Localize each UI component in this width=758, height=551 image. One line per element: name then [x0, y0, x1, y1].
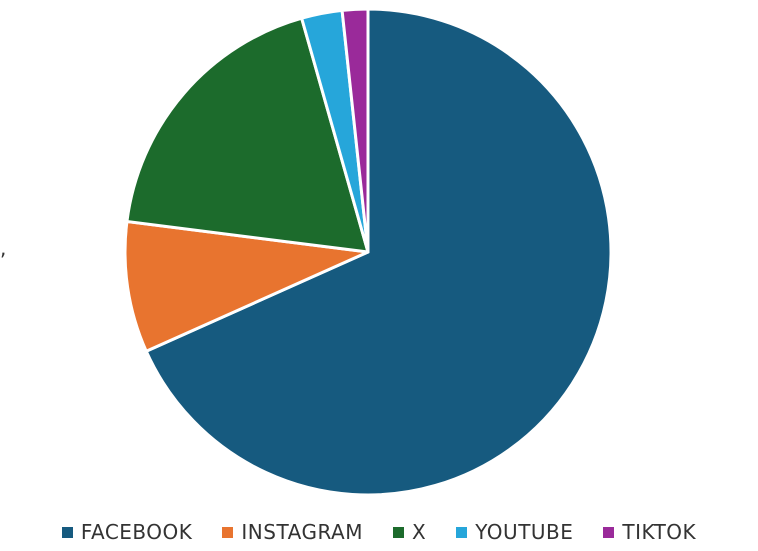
legend-swatch — [222, 526, 234, 538]
legend-swatch — [61, 526, 73, 538]
legend-item-x: X — [392, 520, 427, 544]
legend-swatch — [456, 526, 468, 538]
pie-chart — [123, 7, 613, 497]
legend-swatch — [392, 526, 404, 538]
legend-item-facebook: FACEBOOK — [61, 520, 193, 544]
legend-label: X — [411, 520, 427, 544]
pie-slice-facebook — [144, 7, 613, 497]
legend-item-tiktok: TIKTOK — [603, 520, 696, 544]
legend-item-instagram: INSTAGRAM — [222, 520, 363, 544]
legend-item-youtube: YOUTUBE — [456, 520, 573, 544]
stray-mark: , — [0, 236, 7, 260]
legend: FACEBOOK INSTAGRAM X YOUTUBE TIKTOK — [0, 520, 758, 544]
pie-slice-tiktok — [340, 7, 370, 254]
legend-label: INSTAGRAM — [241, 520, 363, 544]
legend-swatch — [603, 526, 615, 538]
legend-label: YOUTUBE — [475, 520, 574, 544]
pie-slice-x — [125, 16, 370, 254]
pie-slice-instagram — [123, 220, 370, 353]
legend-label: TIKTOK — [622, 520, 697, 544]
legend-label: FACEBOOK — [80, 520, 193, 544]
